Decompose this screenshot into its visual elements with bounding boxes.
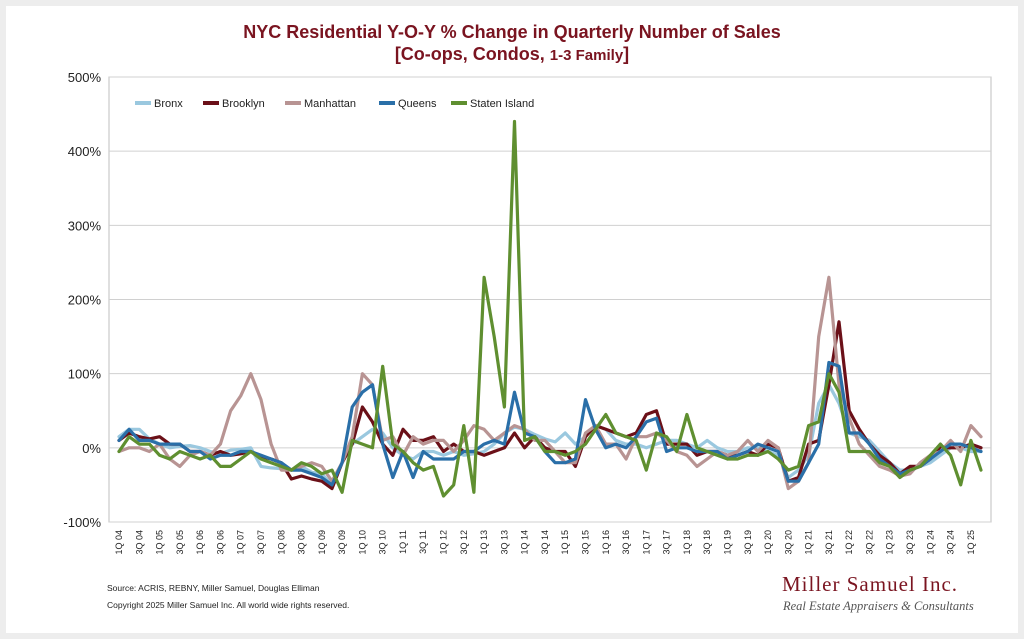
x-tick-label: 3Q 13	[499, 530, 509, 555]
logo-name: Miller Samuel Inc.	[782, 572, 959, 596]
x-tick-label: 1Q 15	[560, 530, 570, 555]
logo-tagline: Real Estate Appraisers & Consultants	[783, 599, 974, 613]
legend-label: Staten Island	[470, 98, 534, 110]
x-tick-label: 1Q 10	[357, 530, 367, 555]
x-tick-label: 1Q 06	[195, 530, 205, 555]
y-tick-label: 0%	[82, 441, 101, 456]
legend-label: Queens	[398, 98, 437, 110]
x-tick-label: 1Q 17	[641, 530, 651, 555]
x-tick-label: 3Q 05	[175, 530, 185, 555]
x-tick-label: 3Q 07	[256, 530, 266, 555]
y-tick-label: 300%	[68, 218, 102, 233]
x-tick-label: 1Q 05	[155, 530, 165, 555]
x-tick-label: 1Q 14	[520, 530, 530, 555]
x-tick-label: 3Q 12	[459, 530, 469, 555]
legend-label: Bronx	[154, 98, 183, 110]
x-tick-label: 3Q 23	[905, 530, 915, 555]
x-tick-label: 3Q 09	[337, 530, 347, 555]
x-tick-label: 1Q 25	[966, 530, 976, 555]
legend-label: Brooklyn	[222, 98, 265, 110]
x-tick-label: 3Q 15	[580, 530, 590, 555]
x-tick-label: 3Q 14	[540, 530, 550, 555]
x-tick-label: 1Q 11	[398, 530, 408, 554]
chart-title: NYC Residential Y-O-Y % Change in Quarte…	[243, 22, 781, 42]
series-line-bronx	[117, 383, 983, 487]
x-tick-label: 3Q 06	[215, 530, 225, 555]
x-tick-label: 3Q 10	[378, 530, 388, 555]
copyright-note: Copyright 2025 Miller Samuel Inc. All wo…	[107, 600, 350, 610]
x-tick-label: 3Q 11	[418, 530, 428, 554]
series-line-queens	[117, 360, 983, 487]
x-tick-label: 1Q 19	[722, 530, 732, 555]
source-note: Source: ACRIS, REBNY, Miller Samuel, Dou…	[107, 583, 320, 593]
x-tick-label: 1Q 09	[317, 530, 327, 555]
y-tick-label: 200%	[68, 293, 102, 308]
x-tick-label: 1Q 21	[804, 530, 814, 555]
x-tick-label: 1Q 12	[439, 530, 449, 555]
x-tick-label: 3Q 20	[783, 530, 793, 555]
chart-frame: NYC Residential Y-O-Y % Change in Quarte…	[6, 6, 1018, 633]
x-tick-label: 3Q 04	[134, 530, 144, 555]
x-tick-label: 1Q 16	[601, 530, 611, 555]
series-line-brooklyn	[117, 320, 983, 491]
x-tick-label: 3Q 19	[743, 530, 753, 555]
x-tick-label: 3Q 17	[662, 530, 672, 555]
x-tick-label: 3Q 08	[297, 530, 307, 555]
line-chart: -100% 0% 100% 200% 300% 400% 500% 1Q 04 3Q 04 1Q …	[63, 70, 992, 555]
x-tick-label: 1Q 08	[276, 530, 286, 555]
chart-subtitle: [Co-ops, Condos, 1-3 Family]	[6, 44, 1018, 65]
x-tick-label: 1Q 07	[236, 530, 246, 555]
subtitle-end: ]	[623, 44, 630, 64]
x-tick-label: 1Q 13	[479, 530, 489, 555]
legend-label: Manhattan	[304, 98, 356, 110]
series-line-staten-island	[117, 119, 983, 498]
x-tick-label: 1Q 18	[682, 530, 692, 555]
x-tick-label: 3Q 18	[702, 530, 712, 555]
subtitle-main: [Co-ops, Condos,	[394, 44, 550, 64]
y-tick-label: 500%	[68, 70, 102, 85]
x-tick-label: 3Q 22	[864, 530, 874, 555]
subtitle-small: 1-3 Family	[549, 47, 624, 64]
y-tick-label: -100%	[63, 515, 101, 530]
x-tick-label: 1Q 23	[885, 530, 895, 555]
x-tick-label: 3Q 21	[824, 530, 834, 555]
x-tick-label: 3Q 24	[946, 530, 956, 555]
y-tick-label: 100%	[68, 367, 102, 382]
x-tick-label: 1Q 24	[925, 530, 935, 555]
x-tick-label: 3Q 16	[621, 530, 631, 555]
y-tick-label: 400%	[68, 144, 102, 159]
x-tick-label: 1Q 20	[763, 530, 773, 555]
x-tick-label: 1Q 22	[844, 530, 854, 555]
x-tick-label: 1Q 04	[114, 530, 124, 555]
